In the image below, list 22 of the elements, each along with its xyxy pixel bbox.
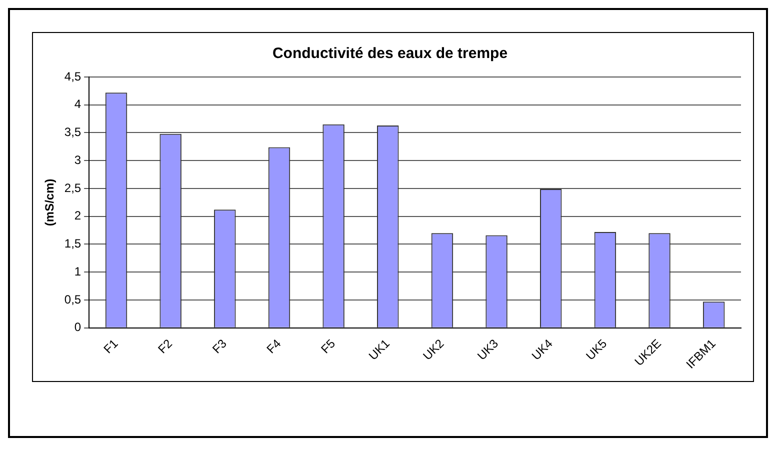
chart-title: Conductivité des eaux de trempe bbox=[272, 45, 508, 62]
y-tick-label: 1 bbox=[74, 264, 82, 278]
x-tick-label: UK1 bbox=[366, 336, 393, 363]
y-tick-label: 2,5 bbox=[64, 180, 82, 195]
y-tick-label: 3,5 bbox=[64, 125, 82, 140]
y-tick-label: 1,5 bbox=[64, 236, 82, 251]
y-axis-title: (mS/cm) bbox=[42, 178, 57, 226]
y-tick-label: 4 bbox=[74, 97, 82, 112]
x-tick-label: UK2 bbox=[420, 336, 447, 363]
y-tick-label: 0 bbox=[74, 320, 82, 334]
x-tick-label: UK3 bbox=[474, 336, 502, 363]
x-tick-label: F5 bbox=[318, 336, 338, 356]
x-tick-label: UK5 bbox=[583, 336, 610, 363]
y-tick-label: 3 bbox=[74, 152, 82, 167]
y-tick-label: 0,5 bbox=[64, 292, 82, 306]
x-tick-label: F1 bbox=[100, 336, 121, 356]
x-tick-label: F3 bbox=[210, 336, 230, 356]
y-tick-label: 2 bbox=[74, 208, 82, 223]
x-tick-label: F2 bbox=[155, 336, 176, 356]
x-tick-label: F4 bbox=[264, 336, 284, 356]
y-tick-label: 4,5 bbox=[64, 69, 82, 84]
x-tick-label: UK4 bbox=[528, 336, 556, 363]
